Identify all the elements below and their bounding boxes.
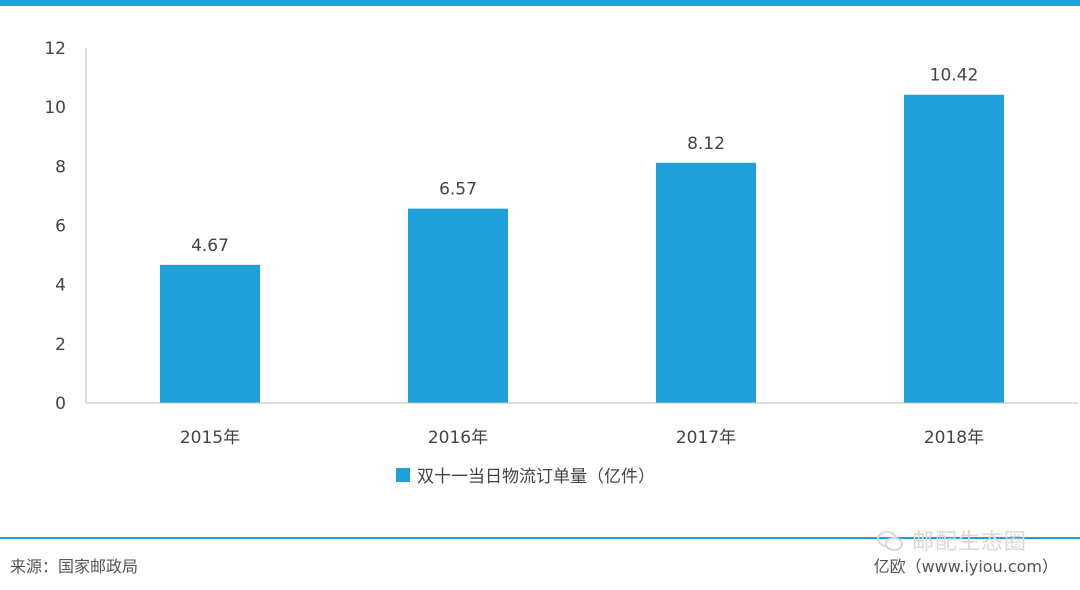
watermark-text: 邮配生态圈	[912, 530, 1028, 555]
brand-credit: 亿欧（www.iyiou.com）	[873, 557, 1058, 576]
y-tick-label: 4	[55, 276, 66, 296]
y-tick-label: 2	[55, 335, 66, 355]
y-tick-label: 6	[55, 217, 66, 237]
y-tick-label: 8	[55, 157, 66, 177]
y-tick-label: 10	[44, 98, 66, 118]
bar	[408, 208, 508, 403]
legend-label: 双十一当日物流订单量（亿件）	[417, 467, 655, 487]
x-tick-label: 2018年	[924, 428, 984, 448]
footer-divider	[0, 537, 1080, 539]
x-tick-label: 2017年	[676, 428, 736, 448]
top-accent-bar	[0, 0, 1080, 6]
data-label: 4.67	[191, 236, 229, 256]
y-axis: 0 2 4 6 8 10 12	[44, 39, 87, 414]
y-tick-label: 0	[55, 394, 66, 414]
x-tick-label: 2015年	[180, 428, 240, 448]
source-note: 来源：国家邮政局	[10, 557, 139, 576]
wechat-icon	[877, 531, 903, 551]
legend-swatch	[396, 468, 410, 482]
data-label: 6.57	[439, 180, 477, 200]
watermark: 邮配生态圈	[876, 524, 1027, 556]
data-label: 10.42	[930, 66, 979, 86]
data-label: 8.12	[687, 134, 725, 154]
legend: 双十一当日物流订单量（亿件）	[396, 467, 655, 487]
bar	[904, 94, 1004, 403]
bar	[160, 264, 260, 403]
x-axis: 2015年 2016年 2017年 2018年	[86, 402, 1078, 448]
bar	[656, 162, 756, 403]
x-tick-label: 2016年	[428, 428, 488, 448]
y-tick-label: 12	[44, 39, 66, 59]
bars: 4.67 6.57 8.12 10.42	[160, 66, 1004, 403]
